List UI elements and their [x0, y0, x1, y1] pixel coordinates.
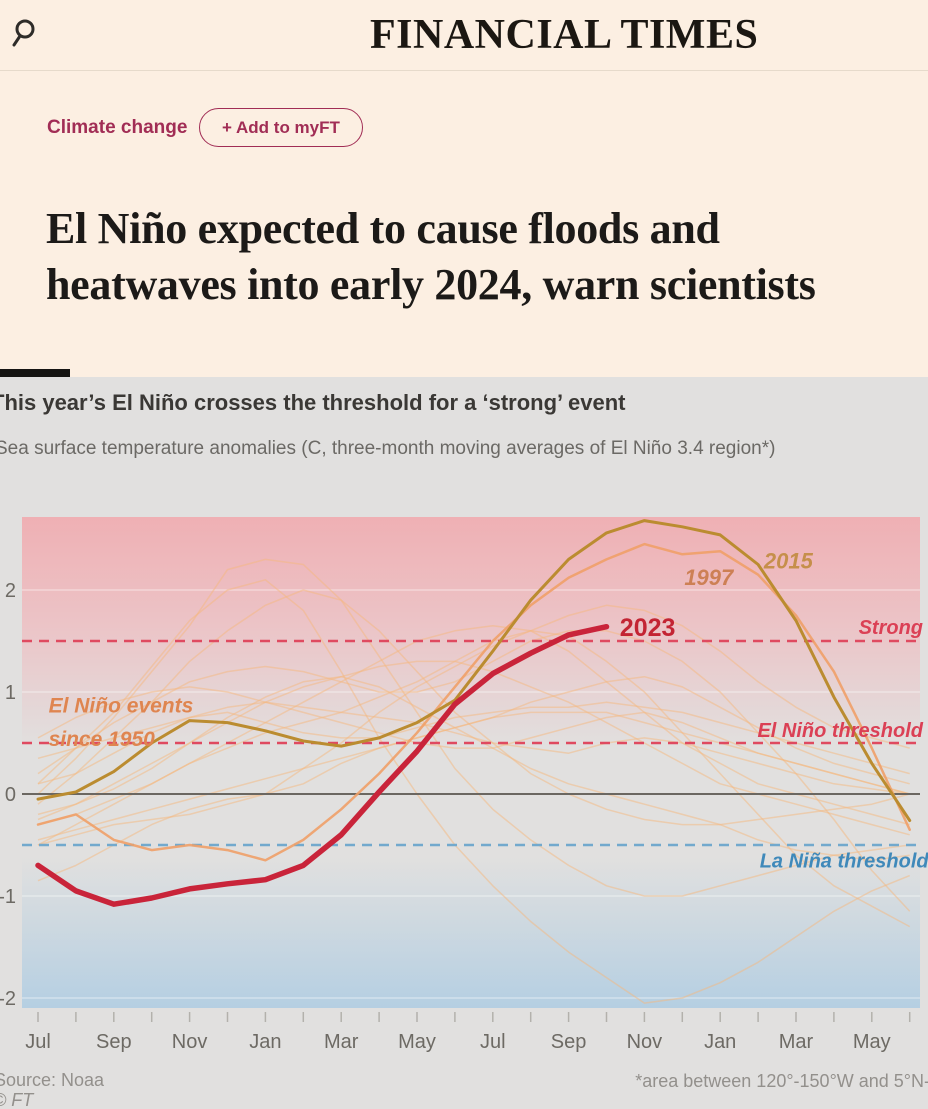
series-2015: [36, 519, 912, 822]
search-icon: [8, 19, 42, 56]
x-axis-label: Sep: [96, 1031, 132, 1053]
chart-annotation: Strong: [859, 617, 923, 639]
x-axis-label: Jan: [249, 1031, 281, 1053]
y-axis-label: 1: [5, 682, 16, 704]
chart-annotation: El Niño events: [49, 694, 194, 717]
series-1997: [36, 542, 911, 862]
x-axis-label: May: [853, 1031, 891, 1053]
x-axis-label: Nov: [172, 1031, 208, 1053]
chart-copyright: © FT: [0, 1090, 34, 1109]
x-axis-label: Sep: [551, 1031, 587, 1053]
faint-event-line: [37, 579, 910, 1004]
series-2023: [35, 623, 610, 907]
faint-event-line: [37, 711, 910, 841]
y-axis-label: -2: [0, 988, 16, 1010]
site-header: FINANCIAL TIMES: [0, 0, 928, 71]
x-axis-label: Mar: [324, 1031, 359, 1053]
faint-event-line: [37, 701, 910, 775]
faint-event-line: [37, 660, 910, 836]
chart-footnote: *area between 120°-150°W and 5°N-: [635, 1071, 928, 1091]
y-axis-label: -1: [0, 886, 16, 908]
x-axis-label: Jul: [25, 1031, 51, 1053]
faint-event-line: [37, 589, 910, 826]
chart-title: This year’s El Niño crosses the threshol…: [0, 390, 626, 415]
chart-annotation: El Niño threshold: [757, 720, 923, 742]
chart-annotation: 2023: [620, 614, 676, 642]
y-axis-label: 0: [5, 784, 16, 806]
topic-tag-link[interactable]: Climate change: [47, 117, 188, 138]
chart-accent-bar: [0, 369, 70, 377]
search-button[interactable]: [8, 17, 42, 53]
chart-annotation: 2015: [763, 549, 814, 574]
cool-band: [22, 857, 920, 1008]
y-axis-label: 2: [5, 580, 16, 602]
x-axis-label: Nov: [627, 1031, 663, 1053]
ft-masthead-logo[interactable]: FINANCIAL TIMES: [370, 12, 759, 58]
warm-band: [22, 517, 920, 749]
chart-subtitle: Sea surface temperature anomalies (C, th…: [0, 438, 776, 459]
faint-event-line: [37, 701, 910, 795]
faint-event-line: [37, 558, 910, 897]
x-axis-label: Jan: [704, 1031, 736, 1053]
faint-event-line: [37, 604, 910, 846]
article-headline: El Niño expected to cause floods and hea…: [46, 204, 816, 309]
chart-annotation: since 1950: [49, 728, 156, 751]
add-to-myft-button[interactable]: + Add to myFT: [199, 108, 363, 147]
x-axis-label: Mar: [779, 1031, 814, 1053]
chart-annotation: 1997: [684, 565, 735, 590]
x-axis-label: Jul: [480, 1031, 506, 1053]
chart-annotation: La Niña threshold: [760, 850, 928, 872]
chart-source: Source: Noaa: [0, 1070, 105, 1090]
x-axis-label: May: [398, 1031, 436, 1053]
faint-event-line: [37, 630, 911, 928]
faint-event-line: [37, 630, 911, 912]
